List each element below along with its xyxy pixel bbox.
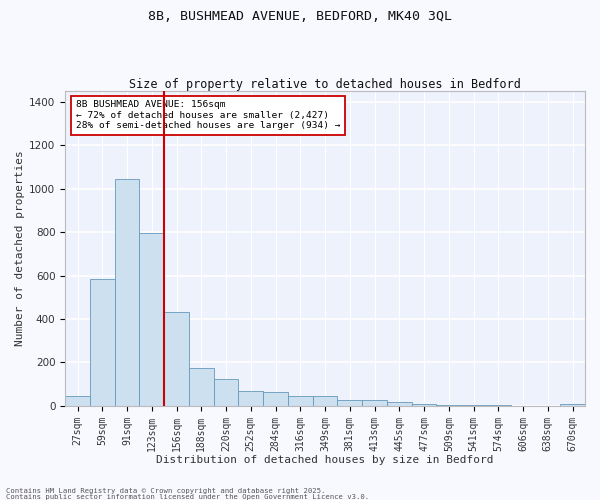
Text: Contains public sector information licensed under the Open Government Licence v3: Contains public sector information licen… — [6, 494, 369, 500]
Bar — [238, 390, 263, 406]
X-axis label: Distribution of detached houses by size in Bedford: Distribution of detached houses by size … — [157, 455, 494, 465]
Bar — [288, 396, 313, 406]
Bar — [214, 378, 238, 406]
Title: Size of property relative to detached houses in Bedford: Size of property relative to detached ho… — [129, 78, 521, 91]
Bar — [139, 233, 164, 406]
Bar — [263, 392, 288, 406]
Bar — [387, 402, 412, 406]
Text: 8B, BUSHMEAD AVENUE, BEDFORD, MK40 3QL: 8B, BUSHMEAD AVENUE, BEDFORD, MK40 3QL — [148, 10, 452, 23]
Bar — [90, 279, 115, 406]
Bar — [461, 405, 486, 406]
Bar — [337, 400, 362, 406]
Bar — [412, 404, 436, 406]
Text: 8B BUSHMEAD AVENUE: 156sqm
← 72% of detached houses are smaller (2,427)
28% of s: 8B BUSHMEAD AVENUE: 156sqm ← 72% of deta… — [76, 100, 340, 130]
Bar — [115, 179, 139, 406]
Bar — [65, 396, 90, 406]
Bar — [164, 312, 189, 406]
Bar — [362, 400, 387, 406]
Bar — [313, 396, 337, 406]
Bar — [436, 405, 461, 406]
Bar — [560, 404, 585, 406]
Text: Contains HM Land Registry data © Crown copyright and database right 2025.: Contains HM Land Registry data © Crown c… — [6, 488, 325, 494]
Y-axis label: Number of detached properties: Number of detached properties — [15, 150, 25, 346]
Bar — [189, 368, 214, 406]
